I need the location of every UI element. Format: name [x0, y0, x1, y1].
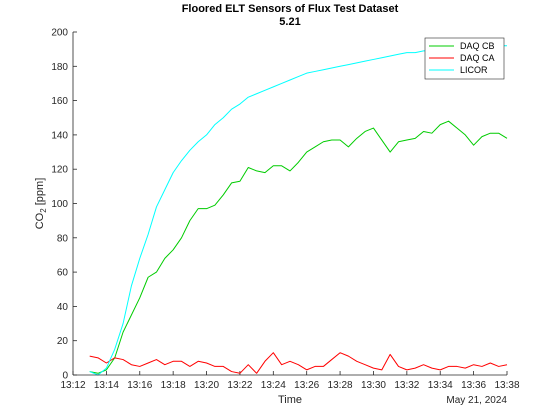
chart-subtitle: 5.21: [279, 16, 300, 28]
y-tick-label: 60: [57, 268, 69, 279]
y-tick-label: 80: [57, 233, 69, 244]
x-tick-label: 13:16: [127, 380, 152, 391]
y-axis-label: CO2 [ppm]: [34, 178, 48, 230]
axes-background: [73, 32, 507, 375]
y-tick-label: 0: [62, 371, 68, 382]
x-tick-labels: 13:12 13:14 13:16 13:18 13:20 13:22 13:24 13:26…: [60, 380, 519, 391]
x-axis-label: Time: [278, 394, 302, 406]
y-tick-label: 200: [51, 28, 68, 39]
x-tick-label: 13:36: [461, 380, 486, 391]
x-tick-label: 13:38: [494, 380, 519, 391]
y-axis-label-subscript: 2: [39, 208, 48, 213]
y-tick-label: 160: [51, 96, 68, 107]
x-tick-label: 13:24: [261, 380, 286, 391]
x-tick-label: 13:34: [428, 380, 453, 391]
series-line-daq-cb: [89, 120, 508, 374]
x-tick-marks: [72, 371, 508, 375]
x-axis-date-label: May 21, 2024: [446, 395, 507, 406]
series-line-daq-ca: [89, 352, 508, 374]
y-tick-labels: 0 20 40 60 80 100 120 140 160 180 200: [51, 28, 68, 382]
chart-title: Floored ELT Sensors of Flux Test Dataset: [182, 3, 399, 15]
x-tick-label: 13:28: [328, 380, 353, 391]
x-tick-label: 13:22: [227, 380, 252, 391]
x-tick-label: 13:14: [94, 380, 119, 391]
x-tick-label: 13:20: [194, 380, 219, 391]
x-tick-label: 13:18: [161, 380, 186, 391]
y-axis-label-main: CO: [34, 212, 46, 229]
y-tick-label: 40: [57, 302, 69, 313]
y-axis-label-unit: [ppm]: [34, 178, 46, 209]
y-tick-label: 20: [57, 336, 69, 347]
legend-label-licor: LICOR: [460, 65, 488, 75]
x-tick-label: 13:30: [361, 380, 386, 391]
y-tick-label: 140: [51, 130, 68, 141]
x-tick-label: 13:32: [394, 380, 419, 391]
y-tick-label: 100: [51, 199, 68, 210]
x-tick-label: 13:26: [294, 380, 319, 391]
x-tick-label: 13:12: [60, 380, 85, 391]
legend-label-daq-cb: DAQ CB: [460, 41, 495, 51]
y-tick-label: 180: [51, 62, 68, 73]
legend: DAQ CB DAQ CA LICOR: [424, 37, 505, 80]
y-tick-label: 120: [51, 165, 68, 176]
legend-label-daq-ca: DAQ CA: [460, 53, 495, 63]
